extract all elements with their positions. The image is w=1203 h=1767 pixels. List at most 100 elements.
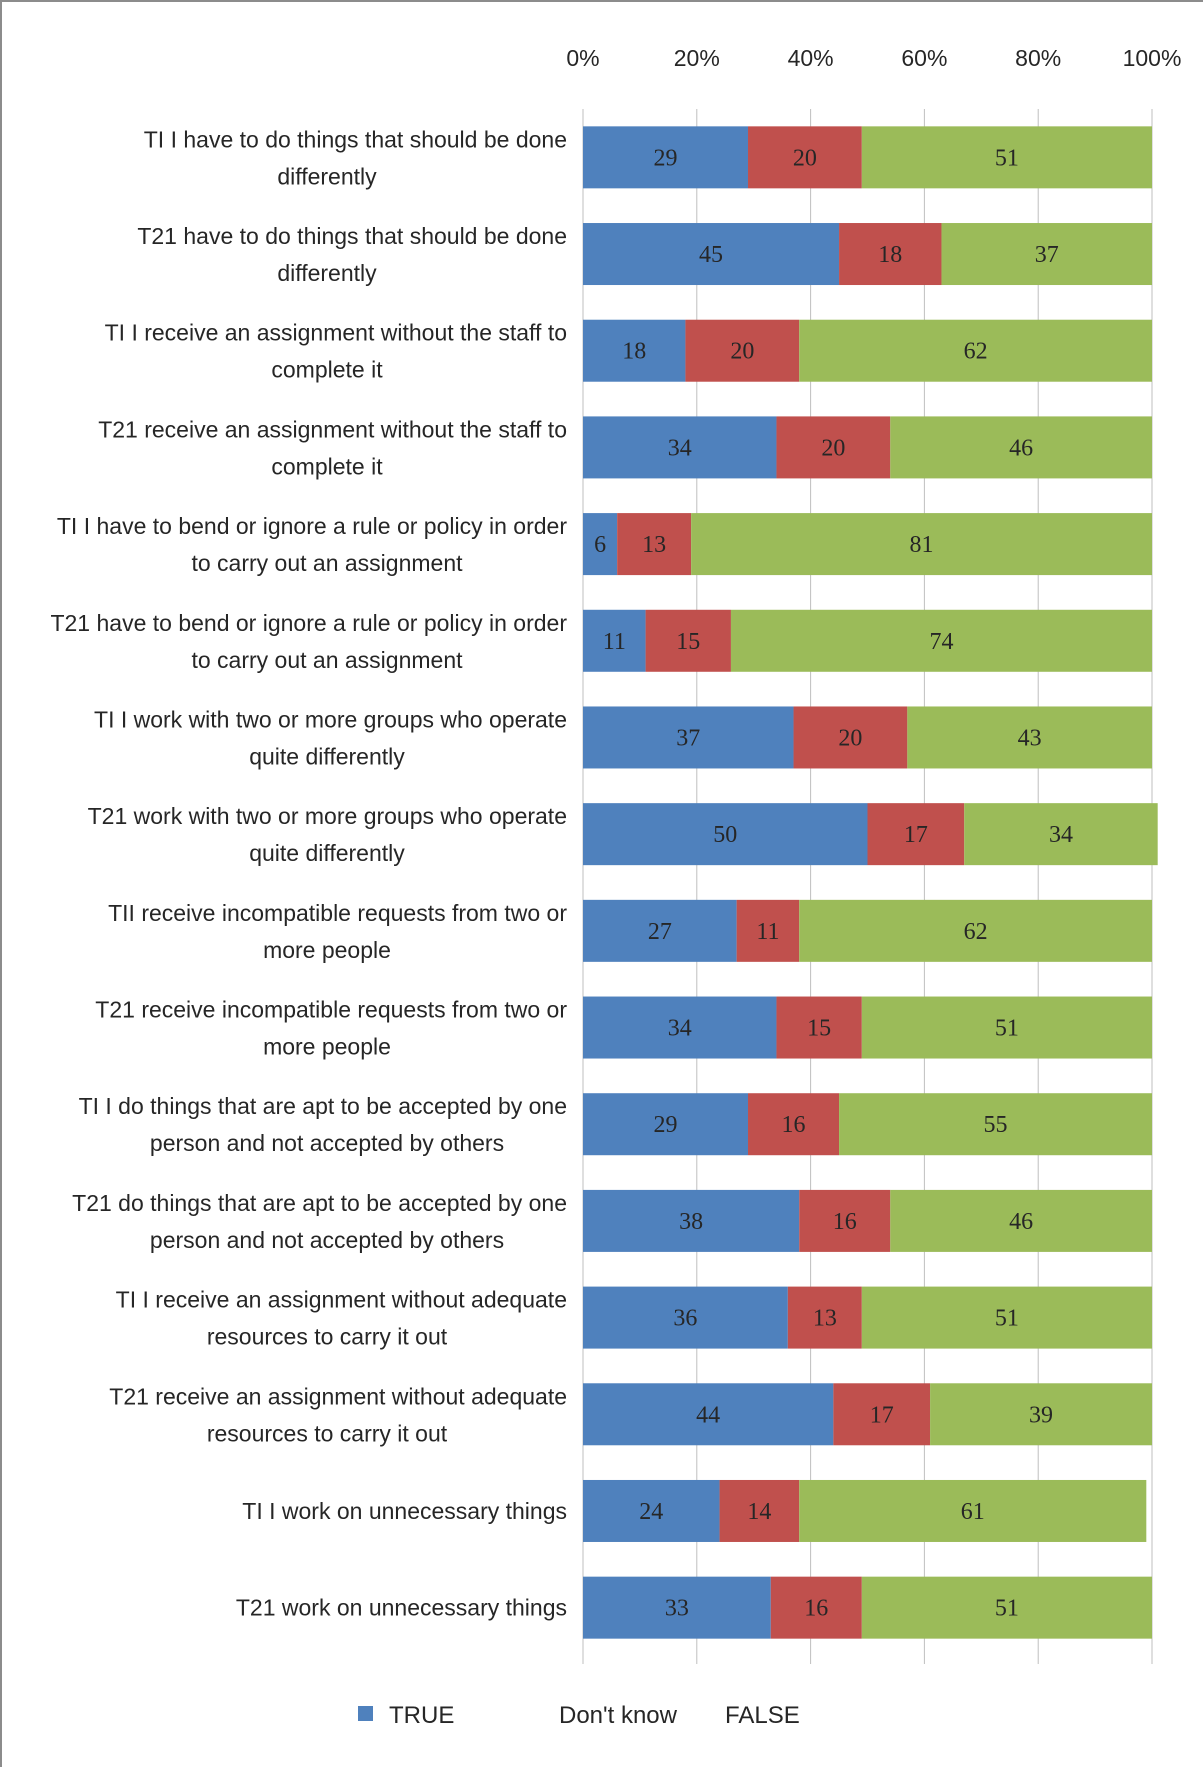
data-label: 13 bbox=[813, 1306, 837, 1332]
data-label: 62 bbox=[964, 339, 988, 365]
bar-segment bbox=[583, 609, 646, 672]
category-label: quite differently bbox=[249, 743, 405, 769]
data-label: 20 bbox=[821, 435, 845, 461]
category-label: more people bbox=[263, 1034, 391, 1060]
bar-segment bbox=[748, 1093, 840, 1156]
bar-segment bbox=[583, 416, 777, 479]
legend-label: Don't know bbox=[559, 1702, 678, 1729]
category-label: TI I receive an assignment without adequ… bbox=[116, 1287, 567, 1313]
data-label: 33 bbox=[665, 1596, 689, 1622]
bar-segment bbox=[861, 996, 1152, 1059]
bar-segment bbox=[685, 319, 800, 382]
category-label: resources to carry it out bbox=[207, 1324, 448, 1350]
bar-segment bbox=[833, 1383, 931, 1446]
bar-segment bbox=[861, 126, 1152, 189]
x-tick-label: 80% bbox=[1015, 45, 1061, 71]
data-label: 81 bbox=[910, 532, 934, 558]
bar-segment bbox=[861, 1286, 1152, 1349]
category-label: complete it bbox=[271, 357, 383, 383]
bar-segment bbox=[776, 416, 891, 479]
data-label: 51 bbox=[995, 145, 1019, 171]
category-label: T21 have to bend or ignore a rule or pol… bbox=[50, 610, 567, 636]
bar-segment bbox=[583, 223, 840, 286]
data-label: 46 bbox=[1009, 1209, 1033, 1235]
data-label: 15 bbox=[676, 629, 700, 655]
data-label: 16 bbox=[833, 1209, 857, 1235]
category-label: T21 have to do things that should be don… bbox=[137, 223, 567, 249]
category-label: differently bbox=[277, 163, 377, 189]
bar-segment bbox=[867, 803, 965, 866]
bar-segment bbox=[787, 1286, 862, 1349]
category-label: TI I receive an assignment without the s… bbox=[105, 320, 567, 346]
category-label: differently bbox=[277, 260, 377, 286]
data-label: 6 bbox=[594, 532, 606, 558]
data-label: 34 bbox=[668, 435, 692, 461]
bar-segment bbox=[617, 513, 692, 576]
data-label: 15 bbox=[807, 1016, 831, 1042]
data-label: 11 bbox=[756, 919, 779, 945]
data-label: 51 bbox=[995, 1596, 1019, 1622]
bar-segment bbox=[770, 1576, 862, 1639]
category-label: resources to carry it out bbox=[207, 1420, 448, 1446]
data-label: 46 bbox=[1009, 435, 1033, 461]
bar-segment bbox=[691, 513, 1152, 576]
x-tick-label: 40% bbox=[788, 45, 834, 71]
category-label: TI I do things that are apt to be accept… bbox=[79, 1093, 567, 1119]
data-label: 50 bbox=[713, 822, 737, 848]
data-label: 20 bbox=[838, 725, 862, 751]
data-label: 36 bbox=[673, 1306, 697, 1332]
bar-segment bbox=[907, 706, 1152, 769]
data-label: 20 bbox=[730, 339, 754, 365]
data-label: 13 bbox=[642, 532, 666, 558]
bar-segment bbox=[839, 223, 942, 286]
data-label: 18 bbox=[622, 339, 646, 365]
bar-segment bbox=[799, 1189, 891, 1252]
bar-segment bbox=[583, 513, 618, 576]
data-label: 55 bbox=[984, 1112, 1008, 1138]
category-label: TI I have to do things that should be do… bbox=[144, 126, 567, 152]
data-label: 43 bbox=[1018, 725, 1042, 751]
category-label: complete it bbox=[271, 453, 383, 479]
bar-segment bbox=[583, 319, 686, 382]
bar-segment bbox=[861, 1576, 1152, 1639]
category-label: to carry out an assignment bbox=[191, 550, 463, 576]
bar-segment bbox=[583, 1383, 834, 1446]
data-label: 17 bbox=[870, 1402, 894, 1428]
bar-segment bbox=[730, 609, 1152, 672]
data-label: 20 bbox=[793, 145, 817, 171]
bar-segment bbox=[583, 1093, 749, 1156]
legend-label: FALSE bbox=[725, 1702, 800, 1729]
bar-segment bbox=[793, 706, 908, 769]
bar-segment bbox=[748, 126, 862, 189]
bar-segment bbox=[736, 899, 800, 962]
bar-segment bbox=[583, 1479, 720, 1542]
category-label: T21 do things that are apt to be accepte… bbox=[72, 1190, 567, 1216]
bar-segment bbox=[890, 1189, 1152, 1252]
data-label: 16 bbox=[804, 1596, 828, 1622]
bar-segment bbox=[645, 609, 731, 672]
bar-segment bbox=[719, 1479, 800, 1542]
bar-segment bbox=[941, 223, 1152, 286]
bar-segment bbox=[583, 996, 777, 1059]
data-label: 44 bbox=[696, 1402, 720, 1428]
data-label: 61 bbox=[961, 1499, 985, 1525]
category-label: person and not accepted by others bbox=[150, 1227, 504, 1253]
data-label: 16 bbox=[782, 1112, 806, 1138]
x-tick-label: 20% bbox=[674, 45, 720, 71]
bar-segment bbox=[930, 1383, 1152, 1446]
bar-segment bbox=[583, 126, 749, 189]
legend-label: TRUE bbox=[389, 1702, 454, 1729]
bar-segment bbox=[964, 803, 1158, 866]
data-label: 27 bbox=[648, 919, 672, 945]
bar-segment bbox=[583, 1286, 788, 1349]
data-label: 34 bbox=[668, 1016, 692, 1042]
x-tick-label: 100% bbox=[1123, 45, 1182, 71]
bar-segment bbox=[583, 1189, 800, 1252]
data-label: 37 bbox=[1035, 242, 1059, 268]
category-label: TI I work with two or more groups who op… bbox=[94, 706, 567, 732]
category-label: quite differently bbox=[249, 840, 405, 866]
data-label: 51 bbox=[995, 1016, 1019, 1042]
data-label: 38 bbox=[679, 1209, 703, 1235]
